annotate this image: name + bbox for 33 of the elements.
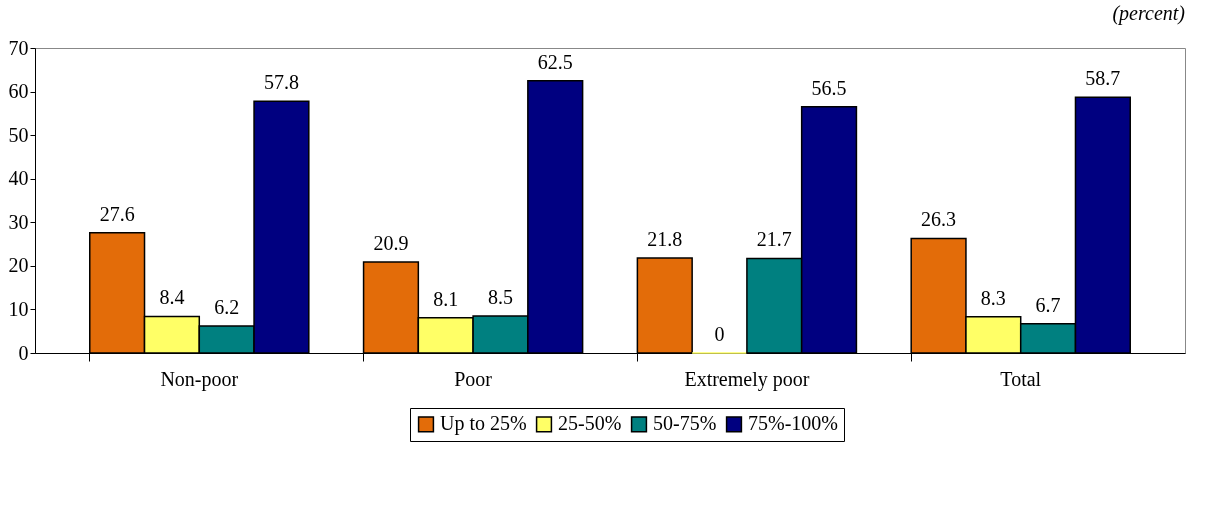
y-tick-label: 20 [8,254,29,277]
data-label: 57.8 [263,71,299,94]
data-label: 58.7 [1085,67,1121,90]
legend-label: Up to 25% [440,412,527,436]
y-tick-label: 0 [18,341,29,364]
y-tick-label: 50 [8,123,29,146]
data-label: 8.1 [433,287,459,310]
data-label: 62.5 [537,50,573,73]
x-tick-label: Total [1000,367,1042,390]
data-label: 8.5 [487,285,513,308]
y-tick-label: 30 [8,210,29,233]
y-tick-label: 10 [8,297,29,320]
data-label: 6.7 [1035,293,1061,316]
x-tick-label: Non-poor [160,367,239,391]
y-tick-label: 40 [8,167,29,190]
x-tick-label: Extremely poor [684,367,810,391]
legend-label: 75%-100% [748,412,838,435]
data-label: 21.8 [647,228,683,251]
legend-label: 25-50% [558,412,622,435]
data-label: 20.9 [373,231,409,254]
y-tick-label: 70 [8,36,29,59]
legend-label: 50-75% [653,412,717,435]
data-label: 8.4 [159,286,185,309]
data-label: 26.3 [921,208,957,231]
data-label: 21.7 [756,228,792,251]
x-tick-label: Poor [454,367,493,390]
data-label: 0 [714,323,725,345]
y-tick-label: 60 [8,80,29,103]
data-label: 6.2 [214,295,240,318]
chart-subtitle: (percent) [1112,2,1186,25]
data-label: 56.5 [811,76,847,99]
data-label: 8.3 [980,286,1006,309]
data-label: 27.6 [99,202,135,225]
